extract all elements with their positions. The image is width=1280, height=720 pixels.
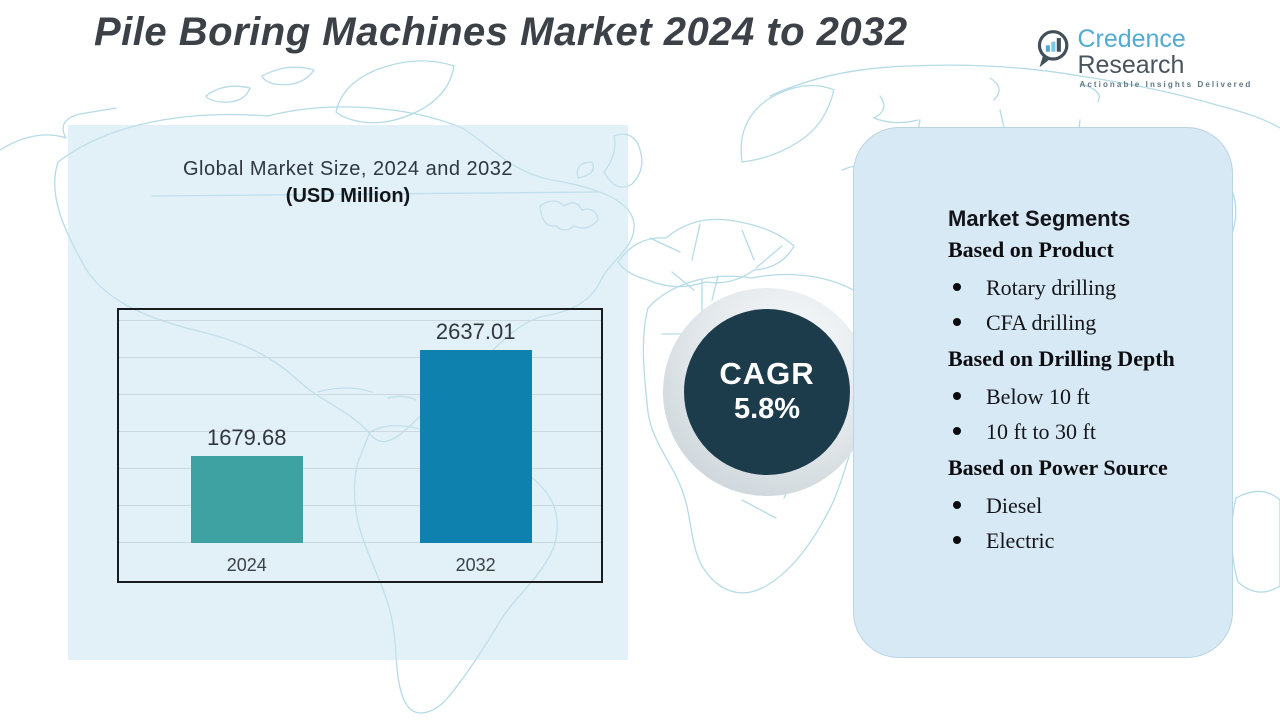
segment-item: CFA drilling [948,310,1206,335]
segment-item-list: Below 10 ft 10 ft to 30 ft [948,384,1206,444]
segment-group-power-source: Based on Power Source Diesel Electric [948,454,1206,553]
bar-category-label: 2032 [455,555,496,575]
brand-logo: Credence Research Actionable Insights De… [1034,26,1280,89]
market-segments-panel: Market Segments Based on Product Rotary … [853,127,1233,658]
segment-item: Below 10 ft [948,384,1206,409]
gridline [119,542,601,543]
cagr-value: 5.8% [733,393,801,425]
bar-value-label: 2637.01 [435,319,516,344]
bar-chart: 1679.68 2024 2637.01 2032 [117,308,603,583]
segment-group-title: Based on Product [948,237,1114,262]
segment-group-title: Based on Drilling Depth [948,346,1175,371]
segment-group-title: Based on Power Source [948,455,1168,480]
segment-item: Rotary drilling [948,275,1206,300]
gridline [119,468,601,469]
logo-bar-chart-bubble-icon [1037,30,1069,68]
market-size-card: Global Market Size, 2024 and 2032 (USD M… [68,125,628,660]
bar-chart-plot-area: 1679.68 2024 2637.01 2032 [119,319,601,575]
segment-item: 10 ft to 30 ft [948,419,1206,444]
segment-group-product: Based on Product Rotary drilling CFA dri… [948,236,1206,335]
segment-group-drilling-depth: Based on Drilling Depth Below 10 ft 10 f… [948,345,1206,444]
segment-item-list: Rotary drilling CFA drilling [948,275,1206,335]
cagr-badge: CAGR 5.8% [684,309,850,475]
gridline [119,357,601,358]
bar-2024 [190,456,303,543]
gridline [119,431,601,432]
brand-tagline: Actionable Insights Delivered [1079,80,1253,89]
brand-name: Credence Research [1077,26,1280,78]
cagr-label: CAGR [719,356,815,391]
chart-title: Global Market Size, 2024 and 2032 [182,158,514,180]
segments-heading: Market Segments [948,206,1131,231]
segment-item-list: Diesel Electric [948,493,1206,553]
brand-name-secondary: Research [1077,51,1185,79]
gridline [119,394,601,395]
gridline [119,505,601,506]
segment-item: Diesel [948,493,1206,518]
chart-subtitle: (USD Million) [285,185,411,207]
logo-text: Credence Research Actionable Insights De… [1077,26,1280,89]
bar-value-label: 1679.68 [206,425,287,450]
brand-name-primary: Credence [1077,25,1186,53]
bar-2032 [419,350,532,543]
segment-item: Electric [948,528,1206,553]
bar-category-label: 2024 [226,555,267,575]
page-title: Pile Boring Machines Market 2024 to 2032 [94,10,908,54]
gridline [119,320,601,321]
